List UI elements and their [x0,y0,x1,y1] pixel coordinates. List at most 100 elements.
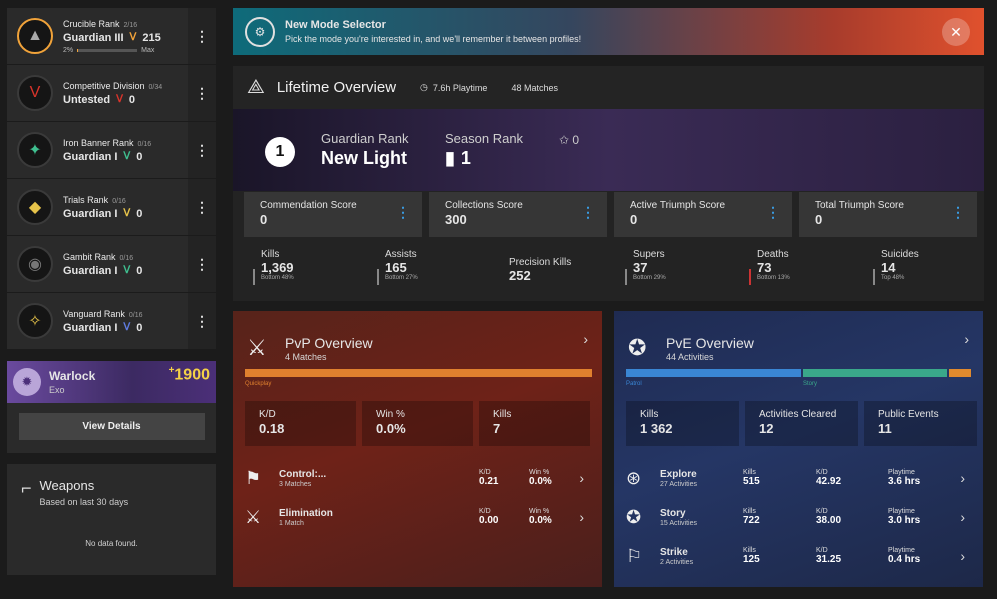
kd-label: K/D [816,469,828,476]
pvp-mode-row-control[interactable]: ⚑ Control:... 3 Matches K/D 0.21 Win % 0.0%… [245,461,592,495]
more-options-icon[interactable]: ⋮ [951,204,965,220]
pve-mode-row-story[interactable]: ✪ Story 15 Activities Kills 722 K/D 38.00 P… [626,500,973,534]
rank-name: Guardian III [63,31,124,44]
score-label: Commendation Score [260,200,357,211]
percentile-bar [749,269,751,285]
commendation-score-card: Commendation Score 0 ⋮ [244,192,422,237]
rank-title: Vanguard Rank [63,308,125,319]
chevron-right-icon[interactable]: › [960,548,965,564]
public-events-stat: Public Events 11 [864,401,977,446]
more-options-icon[interactable]: ⋮ [766,204,780,220]
win-value: 0.0% [529,515,552,526]
more-options-icon[interactable]: ⋮ [581,204,595,220]
chevron-right-icon[interactable]: › [579,470,584,486]
chevron-right-icon[interactable]: › [960,470,965,486]
playtime-value: 3.6 hrs [888,476,921,487]
more-options-icon[interactable]: ⋮ [188,65,216,121]
other-segment [949,369,971,377]
progress-max: Max [141,46,155,54]
chevron-right-icon[interactable]: › [964,331,969,347]
rank-list: ▲ Crucible Rank 2/16 Guardian III ᐯ 215 2% M… [7,8,216,350]
crossed-swords-icon: ⚔ [247,335,267,360]
collections-score-card: Collections Score 300 ⋮ [429,192,607,237]
segment-label-story: Story [803,381,818,387]
rank-count: 0/16 [137,140,152,148]
stat-percentile: Bottom 27% [385,275,418,281]
kills-value: 125 [743,554,760,565]
pve-mode-row-strike[interactable]: ⚐ Strike 2 Activities Kills 125 K/D 31.25 P… [626,539,973,573]
rank-value: 0 [128,93,136,106]
chevron-right-icon[interactable]: › [579,509,584,525]
rank-row-competitive[interactable]: V Competitive Division 0/34 Untested ᐯ 0 ⋮ [7,65,216,121]
mode-name: Story [660,507,686,519]
active-triumph-score-card: Active Triumph Score 0 ⋮ [614,192,792,237]
stat-label: Kills [261,249,280,260]
total-triumph-score-card: Total Triumph Score 0 ⋮ [799,192,977,237]
progress-percent: 2% [63,46,74,54]
stat-label: Suicides [881,249,919,260]
stat-value: 1 362 [640,421,673,436]
gambit-emblem-icon: ◉ [17,246,53,282]
character-emblem[interactable]: ✹ Warlock Exo +1900 [7,361,216,403]
percentile-bar [377,269,379,285]
mode-sub: 1 Match [279,519,304,527]
weapons-title: Weapons [39,478,95,493]
stat-percentile: Bottom 13% [757,275,790,281]
pve-header[interactable]: ✪ PvE Overview 44 Activities › [614,311,983,369]
progress-bar [77,48,138,52]
kd-label: K/D [479,508,491,515]
pvp-header[interactable]: ⚔ PvP Overview 4 Matches › [233,311,602,369]
guardian-rank-number: 1 [265,137,295,167]
stat-label: Kills [493,409,512,420]
stat-label: K/D [259,409,276,420]
pve-mode-row-explore[interactable]: ⊛ Explore 27 Activities Kills 515 K/D 42.92… [626,461,973,495]
stat-deaths: Deaths 73 Bottom 13% [749,249,873,285]
chevron-right-icon[interactable]: › [960,509,965,525]
more-options-icon[interactable]: ⋮ [188,236,216,292]
rank-name: Untested [63,93,111,106]
playtime-label: Playtime [888,508,915,515]
kills-label: Kills [743,547,756,554]
pvp-mode-row-elimination[interactable]: ⚔ Elimination 1 Match K/D 0.00 Win % 0.0% › [245,500,592,534]
season-pass-icon: ▮ [445,148,455,168]
rank-count: 2/16 [123,21,138,29]
stat-percentile: Bottom 29% [633,275,666,281]
more-options-icon[interactable]: ⋮ [188,293,216,349]
trials-emblem-icon: ◆ [17,189,53,225]
mode-selector-icon: ⚙ [245,16,275,47]
mode-label: Quickplay [245,381,272,387]
rank-title: Trials Rank [63,194,109,205]
more-options-icon[interactable]: ⋮ [396,204,410,220]
rank-row-crucible[interactable]: ▲ Crucible Rank 2/16 Guardian III ᐯ 215 2% M… [7,8,216,64]
rank-name: Guardian I [63,321,118,334]
rank-chevron-icon: ᐯ [116,94,123,105]
rank-value: 0 [136,264,143,277]
mode-sub: 3 Matches [279,480,312,488]
weapons-subtitle: Based on last 30 days [39,497,129,507]
character-class: Warlock [49,369,96,383]
percentile-bar [625,269,627,285]
stat-kills: Kills 1,369 Bottom 48% [253,249,377,285]
vanguard-emblem-icon: ✧ [17,303,53,339]
more-options-icon[interactable]: ⋮ [188,179,216,235]
mode-sub: 27 Activities [660,480,697,488]
chevron-right-icon[interactable]: › [583,331,588,347]
vanguard-star-icon: ✪ [628,335,647,360]
stat-value: 1,369 [261,260,294,275]
stat-value: 11 [878,421,892,436]
win-label: Win % [529,508,550,515]
pvp-subtitle: 4 Matches [285,351,327,362]
pvp-title: PvP Overview [285,334,373,351]
view-details-button[interactable]: View Details [18,413,205,440]
pve-title: PvE Overview [666,334,754,351]
more-options-icon[interactable]: ⋮ [188,122,216,178]
kills-value: 515 [743,476,760,487]
mode-sub: 2 Activities [660,558,694,566]
close-icon[interactable]: ✕ [942,18,970,46]
more-options-icon[interactable]: ⋮ [188,8,216,64]
crossed-swords-icon: ⚔ [245,506,262,527]
